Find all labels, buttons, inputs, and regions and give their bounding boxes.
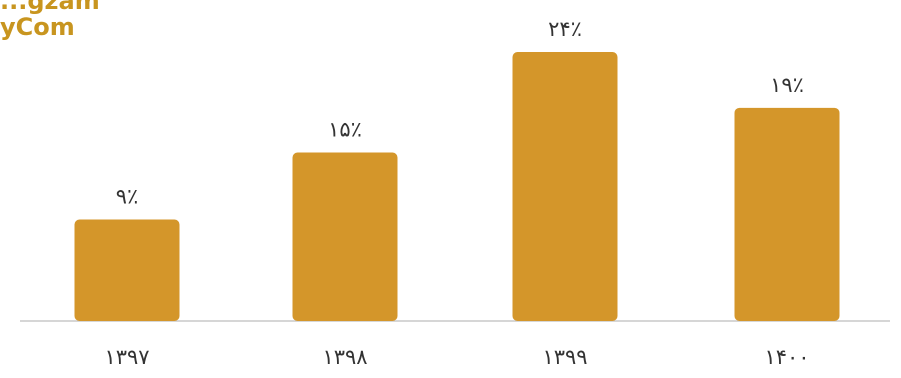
x-tick-label-1: ۱۳۹۷ <box>104 345 149 369</box>
data-label-1: ۹٪ <box>116 185 139 209</box>
bar-2 <box>292 152 398 321</box>
watermark-line-1: ...gzam <box>0 0 100 15</box>
x-tick-label-4: ۱۴۰۰ <box>764 345 809 369</box>
watermark-logo: ...gzam yCom <box>0 0 100 40</box>
bar-1 <box>74 219 180 321</box>
data-label-2: ۱۵٪ <box>328 118 362 142</box>
watermark-line-2: yCom <box>0 13 75 41</box>
data-label-3: ۲۴٪ <box>548 17 582 41</box>
bar-4 <box>734 107 840 321</box>
bar-3 <box>512 52 618 321</box>
x-tick-label-2: ۱۳۹۸ <box>322 345 367 369</box>
x-tick-label-3: ۱۳۹۹ <box>542 345 587 369</box>
data-label-4: ۱۹٪ <box>770 73 804 97</box>
